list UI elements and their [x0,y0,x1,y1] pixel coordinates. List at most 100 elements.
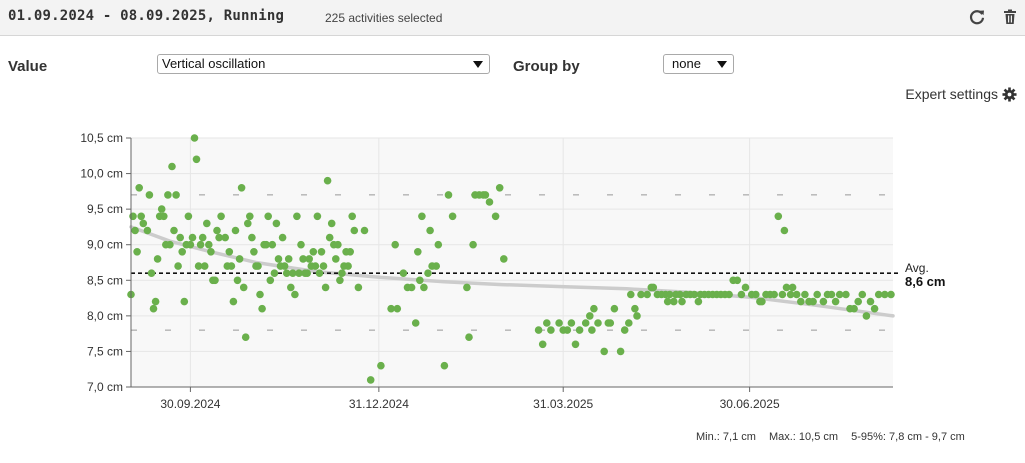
data-point [813,290,821,299]
data-point [139,219,148,228]
data-point [782,283,791,292]
data-point [420,283,428,292]
data-point [205,240,213,249]
data-point [135,184,143,192]
data-point [225,248,234,256]
data-point [332,255,340,263]
data-point [137,212,145,221]
data-point [131,226,139,235]
data-point [129,212,137,221]
data-point [311,262,320,270]
data-point [303,269,312,278]
data-point [661,290,670,299]
data-point [287,283,295,292]
data-point [465,333,473,342]
data-point [631,304,639,313]
data-point [293,212,301,221]
data-point [266,276,275,285]
data-point [444,191,453,199]
y-tick-label: 9,0 cm [87,238,123,252]
data-point [819,297,828,306]
data-point [690,290,699,299]
data-point [246,212,254,221]
data-point [143,226,152,235]
data-point [203,219,211,228]
data-point [305,255,314,263]
data-point [282,269,291,278]
data-point [278,233,287,242]
data-point [366,376,375,384]
data-point [741,283,750,292]
data-point [299,255,307,263]
expert-settings-link[interactable]: Expert settings [905,86,1017,102]
data-point [268,240,277,249]
data-point [346,248,355,256]
data-point [315,269,324,278]
data-point [696,290,705,299]
data-point [336,276,344,285]
data-point [588,326,596,334]
data-point [319,262,328,270]
data-point [231,226,240,235]
data-point [377,361,385,370]
data-point [252,262,260,270]
data-point [348,212,357,221]
data-point [694,297,703,306]
data-point [317,248,326,256]
data-point [649,283,658,292]
gear-icon [1002,86,1017,102]
data-point [590,304,598,313]
data-point [239,283,248,292]
data-point [338,269,346,278]
data-point [145,191,154,199]
stats-bar: Min.: 7,1 cm Max.: 10,5 cm 5-95%: 7,8 cm… [696,431,975,443]
data-point [604,319,613,327]
groupby-select[interactable]: none [663,54,734,74]
data-point [672,290,680,299]
value-select[interactable]: Vertical oscillation [157,54,490,74]
data-point [792,290,801,299]
data-point [350,226,359,235]
data-point [606,319,615,327]
data-point [186,240,195,249]
data-point [665,290,674,299]
data-point [801,290,809,299]
data-point [426,226,434,235]
data-point [682,290,690,299]
data-point [428,262,436,270]
data-point [463,283,471,292]
data-point [788,283,797,292]
data-point [215,233,223,242]
data-point [237,184,246,192]
data-point [211,276,219,285]
average-value: 8,6 cm [905,274,945,289]
data-point [434,240,443,249]
data-point [276,262,285,270]
data-point [717,290,725,299]
data-point [700,290,709,299]
y-tick-label: 8,0 cm [87,309,123,323]
data-point [213,226,221,235]
data-point [254,262,262,270]
data-point [559,326,567,334]
data-point [313,212,322,221]
data-point [416,276,424,285]
data-point [272,219,281,228]
data-point [229,297,238,306]
refresh-icon[interactable] [968,8,986,26]
data-point [260,240,268,249]
data-point [663,297,672,306]
data-point [223,262,232,270]
data-point [547,326,555,334]
y-tick-label: 10,5 cm [80,131,123,145]
data-point [729,276,737,285]
data-point [809,297,817,306]
y-tick-label: 7,0 cm [87,380,123,394]
data-point [162,240,170,249]
trash-icon[interactable] [1001,8,1019,26]
data-point [192,155,201,164]
data-point [725,290,733,299]
data-point [178,248,186,256]
data-point [713,290,721,299]
data-point [586,312,594,320]
